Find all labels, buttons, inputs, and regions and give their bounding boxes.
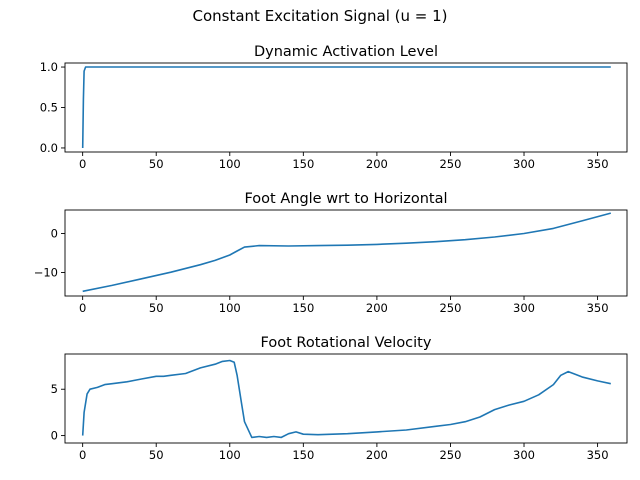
subplot-3-xtick-label: 100 bbox=[219, 448, 241, 462]
subplot-3-xtick-label: 350 bbox=[587, 448, 609, 462]
subplot-3-xtick-label: 0 bbox=[79, 448, 86, 462]
subplot-3-xtick-label: 200 bbox=[366, 448, 388, 462]
subplot-3-frame bbox=[64, 353, 628, 444]
subplot-2-ytick-label: −10 bbox=[34, 266, 58, 280]
subplot-3-xtick-label: 300 bbox=[513, 448, 535, 462]
subplot-1-title: Dynamic Activation Level bbox=[254, 44, 438, 60]
subplot-2-xtick-label: 0 bbox=[79, 301, 86, 315]
subplot-2-xtick-label: 150 bbox=[292, 301, 314, 315]
subplot-1-frame bbox=[64, 62, 628, 153]
subplot-1-xtick-label: 50 bbox=[149, 157, 164, 171]
subplot-2-xtick-label: 50 bbox=[149, 301, 164, 315]
subplot-1-xtick-label: 100 bbox=[219, 157, 241, 171]
subplot-2-xtick-label: 100 bbox=[219, 301, 241, 315]
subplot-3-ytick-label: 0 bbox=[51, 429, 58, 443]
subplot-1-xtick-label: 300 bbox=[513, 157, 535, 171]
subplot-2-xtick-label: 250 bbox=[439, 301, 461, 315]
subplot-1-ytick-label: 0.0 bbox=[40, 141, 58, 155]
subplot-3-xtick-label: 250 bbox=[439, 448, 461, 462]
subplot-1-ytick-label: 1.0 bbox=[40, 60, 58, 74]
subplot-1-xtick-label: 0 bbox=[79, 157, 86, 171]
subplot-2-xtick-label: 200 bbox=[366, 301, 388, 315]
subplot-2-title: Foot Angle wrt to Horizontal bbox=[244, 191, 447, 207]
subplot-2-xtick-label: 300 bbox=[513, 301, 535, 315]
subplot-3-xtick-label: 150 bbox=[292, 448, 314, 462]
figure-suptitle: Constant Excitation Signal (u = 1) bbox=[192, 7, 448, 25]
subplot-3-ytick-label: 5 bbox=[51, 382, 58, 396]
subplot-2-xtick-label: 350 bbox=[587, 301, 609, 315]
subplot-2-series-line bbox=[82, 212, 612, 293]
subplot-1-xtick-label: 150 bbox=[292, 157, 314, 171]
subplot-2-ytick-label: 0 bbox=[51, 226, 58, 240]
subplot-1-xtick-label: 250 bbox=[439, 157, 461, 171]
subplot-3-title: Foot Rotational Velocity bbox=[261, 335, 432, 351]
subplot-3-xtick-label: 50 bbox=[149, 448, 164, 462]
subplot-1-ytick-label: 0.5 bbox=[40, 101, 58, 115]
subplot-1-xtick-label: 200 bbox=[366, 157, 388, 171]
subplot-1-series-line bbox=[81, 66, 611, 149]
subplot-3-series-line bbox=[81, 359, 611, 439]
subplot-1-xtick-label: 350 bbox=[587, 157, 609, 171]
subplot-2-frame bbox=[64, 209, 628, 297]
